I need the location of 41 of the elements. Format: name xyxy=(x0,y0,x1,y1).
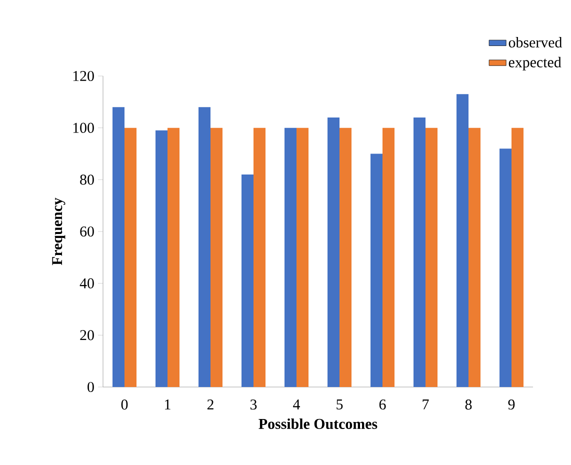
bar xyxy=(328,117,340,387)
legend-label: observed xyxy=(508,37,562,48)
legend-label: expected xyxy=(508,56,562,70)
y-tick-label: 80 xyxy=(80,174,94,185)
x-tick-label: 8 xyxy=(465,400,472,410)
x-tick-label: 0 xyxy=(121,400,128,410)
x-tick-label: 2 xyxy=(207,400,214,410)
bar xyxy=(124,128,136,387)
x-tick-label: 1 xyxy=(165,400,170,410)
bar xyxy=(210,128,222,387)
bar xyxy=(198,107,210,387)
y-tick-label: 0 xyxy=(88,382,94,392)
bar xyxy=(426,128,438,387)
bar xyxy=(168,128,180,387)
bar xyxy=(296,128,309,387)
x-tick-label: 6 xyxy=(379,400,386,410)
y-axis-title: Frequency xyxy=(52,198,66,266)
bar xyxy=(370,154,383,387)
bar xyxy=(512,128,524,387)
bar xyxy=(500,148,512,387)
bar xyxy=(414,117,426,387)
bar xyxy=(242,174,254,387)
bar xyxy=(254,128,266,387)
bar xyxy=(340,128,352,387)
x-tick-label: 3 xyxy=(250,400,257,410)
y-tick-label: 60 xyxy=(80,226,94,237)
y-tick-label: 120 xyxy=(73,70,94,82)
x-axis-title: Possible Outcomes xyxy=(258,418,378,429)
bar xyxy=(468,128,481,387)
x-tick-label: 5 xyxy=(336,400,343,410)
bar xyxy=(284,128,297,387)
bar xyxy=(156,130,168,387)
bar xyxy=(112,107,124,387)
x-tick-label: 4 xyxy=(293,400,300,410)
bar xyxy=(456,94,469,387)
x-tick-label: 9 xyxy=(508,400,515,410)
y-tick-label: 100 xyxy=(73,122,94,133)
y-tick-label: 20 xyxy=(80,330,94,340)
bar xyxy=(382,128,395,387)
y-tick-label: 40 xyxy=(80,278,94,288)
x-tick-label: 7 xyxy=(422,400,429,410)
